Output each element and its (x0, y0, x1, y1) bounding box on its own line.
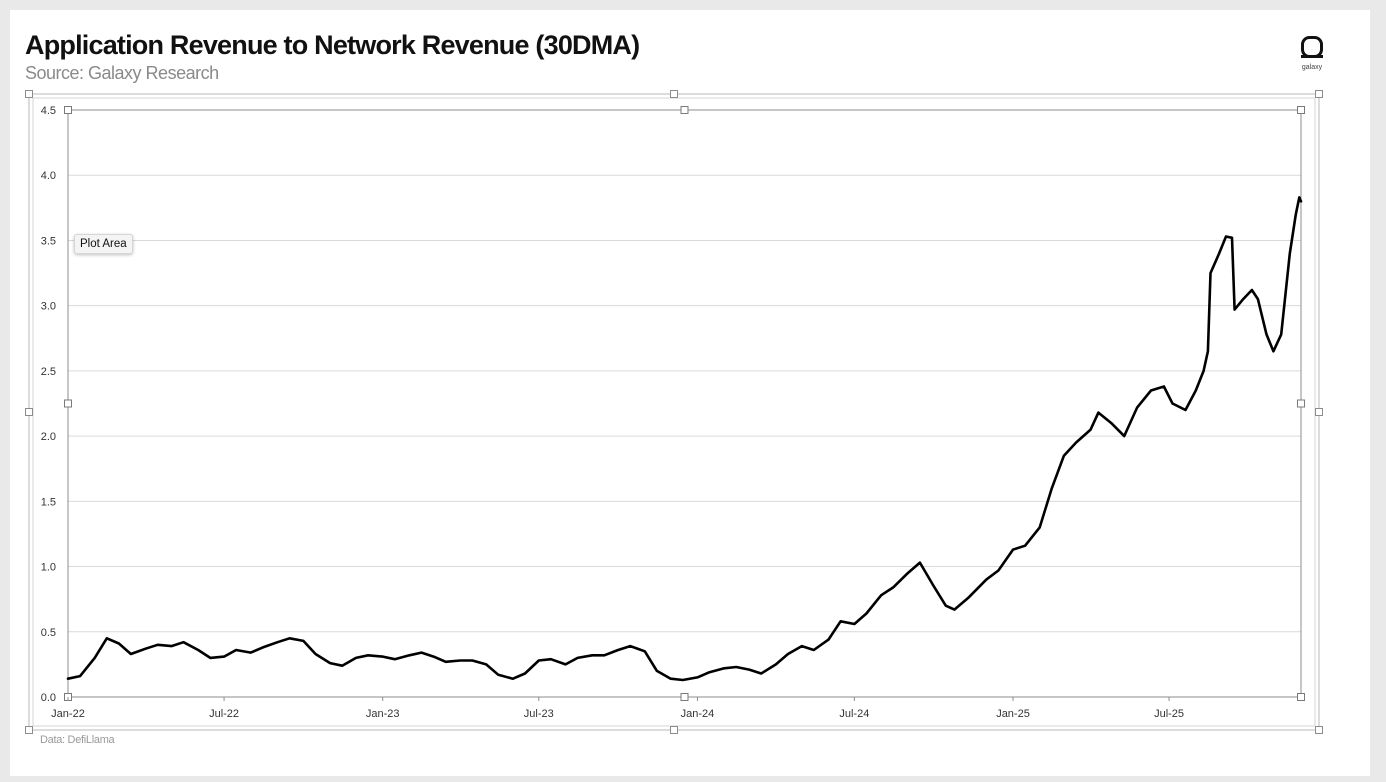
plot-area-resize-handle[interactable] (1297, 399, 1305, 408)
plot-area-frame[interactable] (64, 106, 1305, 701)
chart-title: Application Revenue to Network Revenue (… (25, 30, 640, 60)
outer-selection-frame[interactable] (25, 90, 1323, 734)
plot-area-resize-handle[interactable] (680, 106, 689, 114)
galaxy-logo-icon (1301, 36, 1323, 58)
x-tick-label: Jul-23 (524, 708, 554, 720)
y-tick-label: 1.5 (41, 496, 56, 508)
chart-area-resize-handle[interactable] (1315, 90, 1323, 98)
chart-area-resize-handle[interactable] (670, 726, 678, 734)
y-tick-label: 3.0 (41, 301, 56, 313)
chart-subtitle: Source: Galaxy Research (25, 63, 219, 83)
y-tick-label: 3.5 (41, 235, 56, 247)
plot-area-resize-handle[interactable] (1297, 693, 1305, 701)
y-tick-label: 2.0 (41, 431, 56, 443)
y-tick-label: 4.0 (41, 170, 56, 182)
chart-area-resize-handle[interactable] (25, 90, 33, 98)
chart-area-resize-handle[interactable] (1315, 408, 1323, 416)
series-line-group (66, 196, 1303, 682)
y-tick-label: 0.0 (41, 692, 56, 704)
y-tick-label: 4.5 (41, 105, 56, 117)
data-source-note: Data: DefiLlama (40, 734, 115, 746)
x-tick-label: Jan-24 (681, 708, 715, 720)
chart-area-border[interactable] (28, 93, 1320, 731)
x-tick-label: Jan-25 (996, 708, 1030, 720)
y-tick-label: 0.5 (41, 627, 56, 639)
x-tick-label: Jan-22 (51, 708, 85, 720)
chart-area-resize-handle[interactable] (25, 408, 33, 416)
x-tick-label: Jul-22 (209, 708, 239, 720)
plot-area-tooltip: Plot Area (74, 234, 133, 254)
galaxy-logo: galaxy (1297, 34, 1327, 71)
x-tick-label: Jan-23 (366, 708, 400, 720)
chart-area-resize-handle[interactable] (25, 726, 33, 734)
plot-area-resize-handle[interactable] (64, 399, 72, 408)
series-line (66, 196, 1303, 682)
y-axis-ticks: 0.0 0.5 1.0 1.5 2.0 2.5 3.0 3.5 4.0 4.5 (41, 105, 56, 704)
x-axis-ticks: Jan-22 Jul-22 Jan-23 Jul-23 Jan-24 Jul-24 Jan-… (51, 697, 1184, 720)
y-tick-label: 1.0 (41, 562, 56, 574)
gridlines (68, 109, 1301, 698)
chart-card (10, 10, 1370, 776)
plot-area-resize-handle[interactable] (680, 693, 689, 701)
chart-area-resize-handle[interactable] (670, 90, 678, 98)
x-tick-label: Jul-25 (1154, 708, 1184, 720)
plot-area-resize-handle[interactable] (64, 106, 72, 114)
logo-wordmark: galaxy (1301, 64, 1323, 71)
chart-area-resize-handle[interactable] (1315, 726, 1323, 734)
x-tick-label: Jul-24 (839, 708, 869, 720)
y-tick-label: 2.5 (41, 366, 56, 378)
plot-area-resize-handle[interactable] (1297, 106, 1305, 114)
plot-area-border[interactable] (67, 109, 1302, 698)
